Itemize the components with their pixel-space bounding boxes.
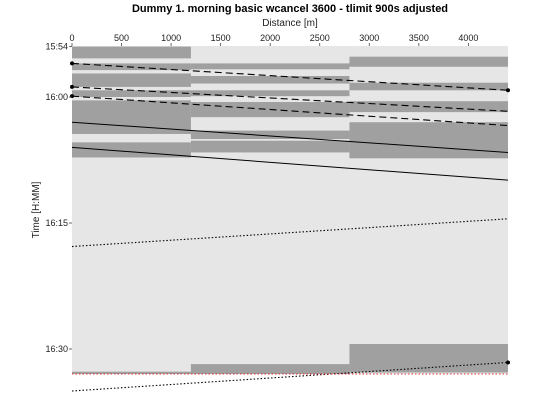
train-line-4 bbox=[71, 121, 509, 153]
blocked-band-s1-3 bbox=[72, 73, 191, 87]
y-tick-label-3: 16:15 bbox=[45, 218, 68, 228]
train-line-3 bbox=[71, 95, 509, 127]
train-line-7 bbox=[71, 361, 509, 392]
train-end-dot-1 bbox=[506, 88, 510, 93]
x-tick-label-4: 1500 bbox=[211, 33, 231, 43]
blocked-band-s1-7 bbox=[72, 371, 191, 374]
train-line-2 bbox=[71, 86, 509, 112]
blocked-band-s1-1 bbox=[72, 46, 191, 59]
x-tick-label-7: 3000 bbox=[359, 33, 379, 43]
blocked-band-s2-1 bbox=[190, 63, 350, 70]
x-tick-label-8: 3500 bbox=[409, 33, 429, 43]
blocked-band-s1-4 bbox=[72, 90, 191, 97]
blocked-band-s3-2 bbox=[349, 82, 508, 91]
x-tick-label-3: 1000 bbox=[161, 33, 181, 43]
chart-title: Dummy 1. morning basic wcancel 3600 - tl… bbox=[132, 3, 448, 15]
y-axis-label: Time [H:MM] bbox=[31, 181, 42, 238]
x-tick-label-1: 0 bbox=[69, 33, 74, 43]
blocked-band-s3-5 bbox=[349, 343, 508, 373]
blocked-band-s2-3 bbox=[190, 90, 350, 97]
train-line-5 bbox=[71, 146, 509, 181]
x-tick-label-6: 2500 bbox=[310, 33, 330, 43]
blocked-band-s2-5 bbox=[190, 130, 350, 139]
x-axis-label: Distance [m] bbox=[262, 18, 318, 29]
train-line-6 bbox=[71, 218, 509, 248]
blocked-band-s2-6 bbox=[190, 140, 350, 153]
y-tick-label-4: 16:30 bbox=[45, 344, 68, 354]
blocked-band-s3-1 bbox=[349, 56, 508, 67]
blocked-band-s1-5 bbox=[72, 100, 191, 134]
y-tick-label-1: 15:54 bbox=[45, 42, 68, 52]
train-end-dot-7 bbox=[506, 360, 510, 365]
x-tick-label-2: 500 bbox=[114, 33, 129, 43]
blocked-band-s2-7 bbox=[190, 364, 350, 374]
train-start-dot-2 bbox=[70, 84, 74, 89]
y-tick-label-2: 16:00 bbox=[45, 92, 68, 102]
train-line-1 bbox=[71, 62, 509, 91]
x-tick-label-5: 2000 bbox=[260, 33, 280, 43]
x-tick-label-9: 4000 bbox=[458, 33, 478, 43]
blocked-band-s3-4 bbox=[349, 122, 508, 159]
train-start-dot-1 bbox=[70, 61, 74, 66]
blocked-band-s2-2 bbox=[190, 76, 350, 84]
train-start-dot-3 bbox=[70, 94, 74, 99]
